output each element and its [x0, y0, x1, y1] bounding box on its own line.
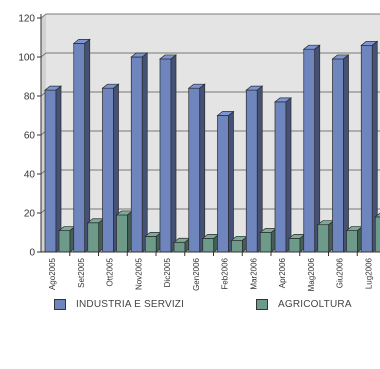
bar-industria-Ott2005 [101, 83, 120, 253]
y-tick-label-20: 20 [24, 209, 36, 220]
bar-agricoltura-Gen2006 [201, 233, 220, 253]
legend-item-industria: INDUSTRIA E SERVIZI [54, 299, 184, 310]
bar-side [228, 110, 234, 253]
bar-agricoltura-Lug2006 [374, 212, 380, 253]
bar-front [116, 214, 128, 253]
bar-front [130, 56, 143, 253]
y-tick-label-100: 100 [18, 53, 35, 64]
bar-front [202, 238, 215, 253]
bar-side [199, 83, 206, 253]
plot-area [41, 14, 380, 252]
bar-top [374, 212, 380, 218]
bar-front [58, 230, 71, 253]
bar-industria-Apr2006 [274, 97, 292, 253]
bar-front [360, 44, 373, 253]
gridline-100 [40, 52, 380, 58]
bar-front [144, 236, 157, 253]
x-tick-label-Gen2006: Gen2006 [192, 257, 201, 290]
bar-agricoltura-Set2005 [86, 218, 105, 253]
bar-front [217, 115, 229, 253]
bar-front [44, 89, 57, 253]
legend: INDUSTRIA E SERVIZI AGRICOLTURA [0, 299, 380, 313]
bar-front [102, 87, 114, 253]
bar-agricoltura-Apr2006 [288, 233, 306, 253]
bar-side [343, 54, 349, 253]
legend-swatch-industria [54, 299, 66, 310]
bar-side [256, 85, 263, 253]
y-tick-label-120: 120 [18, 14, 35, 25]
bar-industria-Mag2006 [302, 44, 321, 253]
bars [44, 38, 380, 253]
bar-industria-Feb2006 [216, 110, 235, 253]
bar-side [314, 44, 321, 253]
legend-label-agricoltura: AGRICOLTURA [278, 299, 352, 310]
legend-item-agricoltura: AGRICOLTURA [256, 299, 352, 310]
bar-industria-Dic2005 [159, 54, 177, 253]
bar-industria-Giu2006 [331, 54, 350, 253]
x-axis-ticks: Ago2005 Set2005 Ott2005 Nov2005 Dic2005 Gen20… [48, 252, 373, 291]
y-tick-label-40: 40 [24, 170, 36, 181]
y-tick-label-0: 0 [29, 248, 35, 259]
bar-front [245, 89, 258, 253]
bar-side [170, 54, 177, 253]
bar-agricoltura-Ott2005 [115, 210, 134, 253]
bar-side [285, 97, 292, 253]
bar-front [188, 87, 201, 253]
bar-industria-Gen2006 [187, 83, 206, 253]
x-tick-label-Mar2006: Mar2006 [249, 257, 258, 289]
bar-agricoltura-Nov2005 [144, 231, 163, 253]
legend-label-industria: INDUSTRIA E SERVIZI [76, 299, 185, 310]
bar-industria-Nov2005 [130, 52, 149, 253]
bar-agricoltura-Mar2006 [259, 227, 278, 253]
x-tick-label-Feb2006: Feb2006 [221, 257, 230, 289]
bar-chart: 0 20 40 60 80 100 120 Ago2005 Set2005 Ott2005 Nov… [18, 13, 380, 291]
y-tick-label-60: 60 [24, 131, 36, 142]
bar-agricoltura-Feb2006 [230, 235, 249, 253]
bar-industria-Ago2005 [44, 85, 62, 253]
x-tick-label-Set2005: Set2005 [77, 257, 86, 287]
bar-agricoltura-Ago2005 [58, 225, 76, 253]
bar-side [84, 38, 91, 253]
x-tick-label-Lug2006: Lug2006 [364, 257, 373, 289]
x-tick-label-Giu2006: Giu2006 [336, 257, 345, 288]
bar-front [288, 238, 301, 253]
x-tick-label-Mag2006: Mag2006 [307, 257, 316, 291]
bar-agricoltura-Giu2006 [345, 225, 364, 253]
x-tick-label-Ago2005: Ago2005 [48, 257, 57, 290]
bar-front [332, 58, 344, 253]
x-tick-label-Dic2005: Dic2005 [163, 257, 172, 287]
bar-front [346, 230, 358, 253]
x-tick-label-Apr2006: Apr2006 [278, 257, 287, 288]
y-tick-label-80: 80 [24, 92, 36, 103]
bar-side [141, 52, 148, 253]
x-tick-label-Ott2005: Ott2005 [106, 257, 115, 286]
bar-front [317, 224, 330, 253]
bar-front [374, 216, 380, 253]
x-tick-label-Nov2005: Nov2005 [134, 257, 143, 290]
gridline-120 [40, 13, 380, 19]
bar-industria-Set2005 [72, 38, 91, 253]
bar-front [87, 222, 100, 253]
bar-front [259, 232, 272, 253]
bar-front [159, 58, 172, 253]
bar-front [173, 241, 186, 253]
bar-front [73, 42, 86, 253]
bar-agricoltura-Dic2005 [173, 237, 191, 253]
bar-front [231, 239, 243, 253]
legend-swatch-agricoltura [256, 299, 268, 310]
bar-front [274, 101, 287, 253]
bar-industria-Mar2006 [245, 85, 264, 253]
bar-agricoltura-Mag2006 [316, 219, 335, 253]
bar-side [55, 85, 62, 253]
bar-front [303, 48, 316, 253]
y-axis-ticks: 0 20 40 60 80 100 120 [18, 14, 41, 259]
bar-industria-Lug2006 [360, 40, 379, 253]
